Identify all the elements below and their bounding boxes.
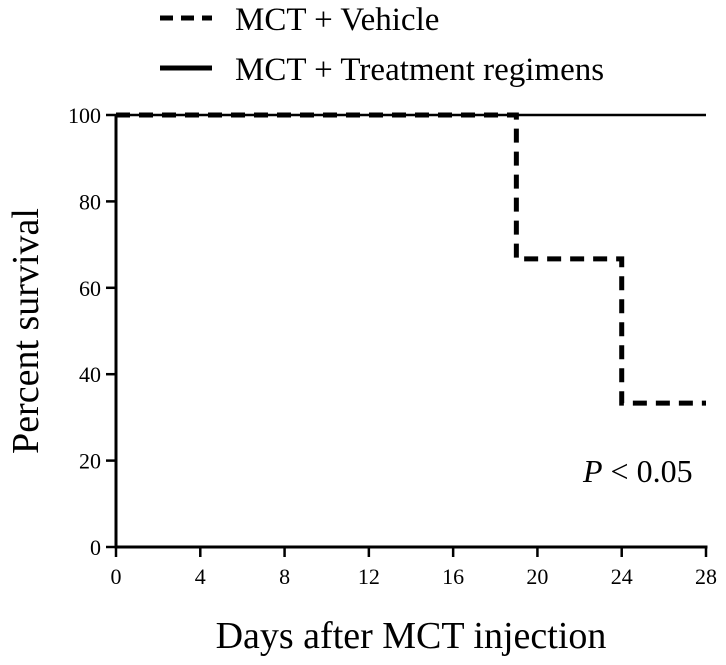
y-tick-label: 100	[68, 103, 101, 128]
p-value-annotation: P < 0.05	[582, 453, 693, 489]
y-tick-label: 60	[79, 276, 101, 301]
y-tick-label: 40	[79, 362, 101, 387]
x-tick-label: 20	[526, 564, 548, 589]
x-tick-label: 4	[195, 564, 206, 589]
series-line-vehicle	[116, 112, 706, 406]
y-tick-label: 0	[90, 535, 101, 560]
p-threshold: < 0.05	[603, 453, 693, 489]
series-layer	[116, 112, 706, 406]
x-tick-label: 24	[611, 564, 633, 589]
y-tick-label: 20	[79, 449, 101, 474]
axes	[114, 114, 708, 549]
legend-label: MCT + Treatment regimens	[235, 52, 604, 88]
legend: MCT + Vehicle MCT + Treatment regimens	[160, 2, 604, 88]
y-axis-title: Percent survival	[5, 208, 47, 454]
x-tick-label: 16	[442, 564, 464, 589]
y-tick-label: 80	[79, 189, 101, 214]
x-tick-label: 12	[358, 564, 380, 589]
ticks: 0 4 8 12 16 20 24 28 0 20 40 60 80 100	[68, 103, 717, 589]
x-tick-label: 0	[111, 564, 122, 589]
x-tick-label: 28	[695, 564, 717, 589]
x-axis-title: Days after MCT injection	[216, 615, 607, 657]
legend-label: MCT + Vehicle	[235, 2, 439, 38]
p-symbol: P	[582, 453, 603, 489]
x-tick-label: 8	[279, 564, 290, 589]
